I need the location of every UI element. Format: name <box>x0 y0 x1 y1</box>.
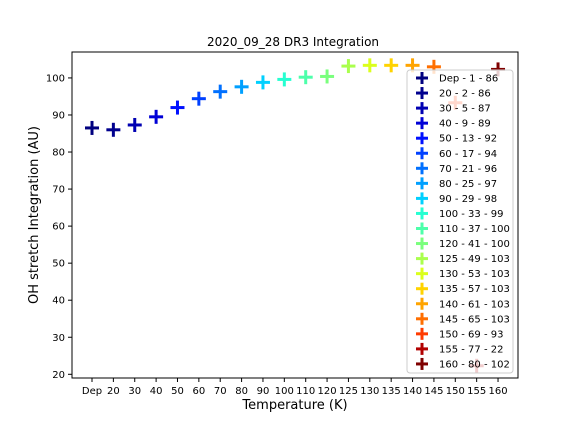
legend-entry: 100 - 33 - 99 <box>439 209 503 220</box>
legend-entry: 155 - 77 - 22 <box>439 344 503 355</box>
x-tick-label: 130 <box>360 386 379 397</box>
x-tick-label: 150 <box>446 386 465 397</box>
legend-box <box>406 69 514 374</box>
data-point <box>127 117 142 132</box>
y-axis-label: OH stretch Integration (AU) <box>27 126 42 304</box>
legend-marker <box>416 312 428 325</box>
legend-entry: 125 - 49 - 103 <box>439 254 510 265</box>
y-tick-label: 100 <box>46 73 65 84</box>
x-axis-label: Temperature (K) <box>241 398 347 413</box>
x-tick-label: 120 <box>318 386 337 397</box>
legend-marker <box>416 87 428 100</box>
x-tick-label: 70 <box>214 386 227 397</box>
x-tick-label: 125 <box>339 386 358 397</box>
data-point <box>277 72 292 87</box>
data-point <box>341 59 356 74</box>
x-tick-label: 110 <box>296 386 315 397</box>
data-point <box>85 120 99 135</box>
legend-marker <box>416 267 428 280</box>
x-tick-label: 20 <box>107 386 120 397</box>
x-tick-label: Dep <box>82 386 102 397</box>
legend-marker <box>416 177 428 190</box>
x-tick-label: 160 <box>488 386 507 397</box>
legend-entry: 30 - 5 - 87 <box>439 104 491 115</box>
x-tick-label: 90 <box>257 386 270 397</box>
legend-entry: 50 - 13 - 92 <box>439 134 497 145</box>
legend-marker <box>416 357 428 370</box>
legend-marker <box>416 237 428 250</box>
legend-entry: 90 - 29 - 98 <box>439 194 497 205</box>
data-point <box>149 109 164 124</box>
legend-marker <box>416 252 428 265</box>
data-point <box>213 84 228 99</box>
legend-entry: Dep - 1 - 86 <box>439 74 498 85</box>
y-tick-label: 50 <box>52 259 65 270</box>
legend-marker <box>416 282 428 295</box>
data-point <box>106 122 121 137</box>
legend-marker <box>416 342 428 355</box>
legend-entry: 80 - 25 - 97 <box>439 179 497 190</box>
legend-marker <box>416 207 428 220</box>
data-point <box>234 79 249 94</box>
chart-title: 2020_09_28 DR3 Integration <box>207 35 379 49</box>
y-tick-label: 30 <box>52 333 65 344</box>
legend-entry: 150 - 69 - 93 <box>439 329 503 340</box>
legend-entry: 135 - 57 - 103 <box>439 284 510 295</box>
x-tick-label: 50 <box>171 386 184 397</box>
y-tick-label: 80 <box>52 148 65 159</box>
legend-entry: 145 - 65 - 103 <box>439 314 510 325</box>
x-tick-label: 155 <box>467 386 486 397</box>
legend-marker <box>416 117 428 130</box>
y-tick-label: 20 <box>52 370 65 381</box>
y-axis: 20 30 40 50 60 70 80 90 100 <box>46 73 72 381</box>
legend-marker <box>416 222 428 235</box>
legend-marker <box>416 147 428 160</box>
data-point <box>362 58 377 73</box>
legend-entry: 130 - 53 - 103 <box>439 269 510 280</box>
plot-frame <box>71 51 519 379</box>
legend-marker <box>416 72 428 84</box>
legend-entry: 40 - 9 - 89 <box>439 119 491 130</box>
data-point <box>298 70 313 85</box>
y-tick-label: 40 <box>52 296 65 307</box>
legend: Dep - 1 - 86 20 - 2 - 86 30 - 5 - 87 40 - 9… <box>406 69 514 374</box>
x-tick-label: 80 <box>235 386 248 397</box>
legend-entry: 110 - 37 - 100 <box>439 224 510 235</box>
x-axis: Dep 20 30 40 50 60 70 80 90 100 110 120 125 130 135 140… <box>82 378 508 397</box>
data-point <box>170 100 185 115</box>
legend-marker <box>416 132 428 145</box>
x-tick-label: 100 <box>275 386 294 397</box>
legend-entry: 140 - 61 - 103 <box>439 299 510 310</box>
x-tick-label: 60 <box>192 386 205 397</box>
data-point <box>255 75 270 90</box>
legend-marker <box>416 192 428 205</box>
x-tick-label: 145 <box>424 386 443 397</box>
y-tick-label: 60 <box>52 222 65 233</box>
x-tick-label: 40 <box>150 386 163 397</box>
legend-entry: 160 - 80 - 102 <box>439 359 510 370</box>
legend-entry: 70 - 21 - 96 <box>439 164 497 175</box>
x-tick-label: 30 <box>128 386 141 397</box>
x-tick-label: 135 <box>382 386 401 397</box>
legend-entry: 60 - 17 - 94 <box>439 149 497 160</box>
legend-marker <box>416 162 428 175</box>
legend-marker <box>416 327 428 340</box>
data-point <box>191 91 206 106</box>
legend-entry: 20 - 2 - 86 <box>439 89 491 100</box>
data-point <box>320 69 335 84</box>
data-point <box>384 58 399 73</box>
legend-entry: 120 - 41 - 100 <box>439 239 510 250</box>
legend-marker <box>416 297 428 310</box>
y-tick-label: 90 <box>52 110 65 121</box>
x-tick-label: 140 <box>403 386 422 397</box>
legend-marker <box>416 102 428 115</box>
y-tick-label: 70 <box>52 185 65 196</box>
